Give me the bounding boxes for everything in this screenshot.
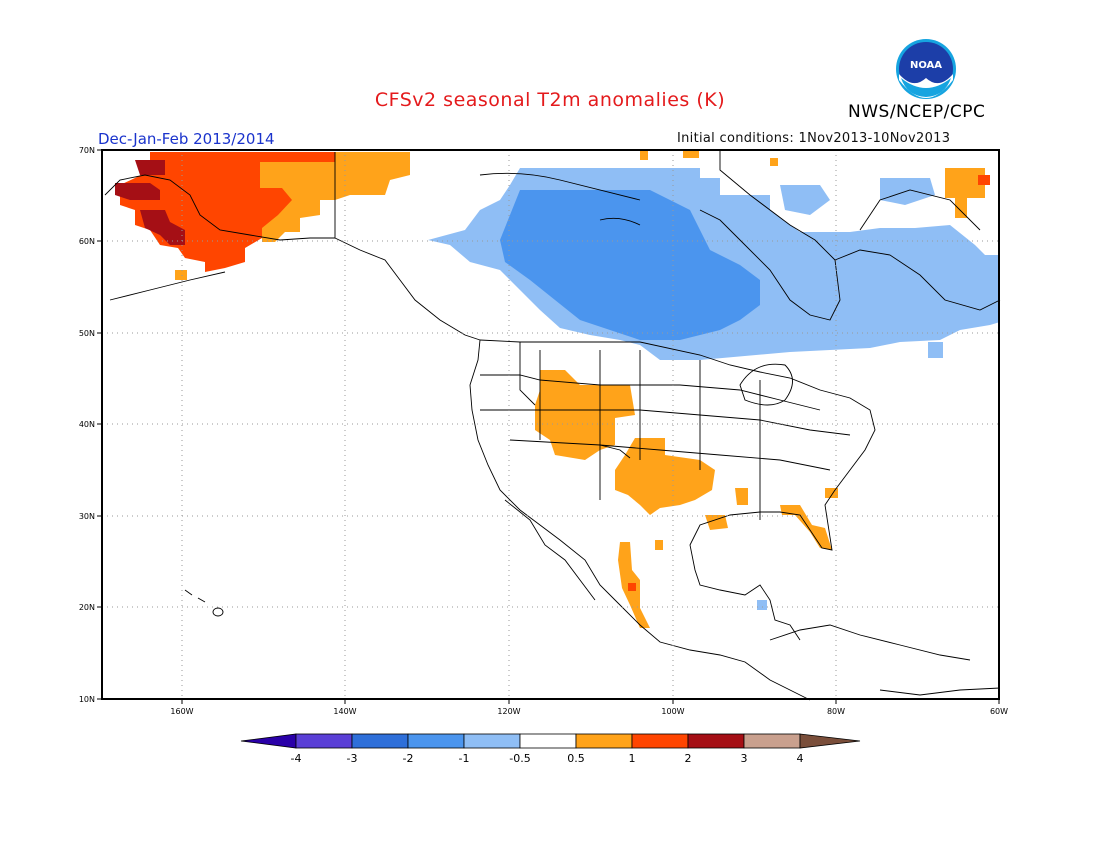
hudson-strait-cool [780, 185, 830, 215]
coastlines [104, 150, 1001, 701]
rockies-warm [535, 370, 635, 460]
yukon-mild-warm [260, 162, 335, 242]
lat-label-40n: 40N [79, 420, 95, 429]
carolina-warm [825, 488, 838, 498]
mexico-warm-patch [628, 583, 636, 591]
initial-conditions-label: Initial conditions: 1Nov2013-10Nov2013 [677, 131, 951, 146]
colorbar-label-1: 1 [629, 752, 636, 765]
central-america-cool-patch [757, 600, 767, 610]
organization-label: NWS/NCEP/CPC [848, 102, 986, 122]
colorbar-label-3: 3 [741, 752, 748, 765]
colorbar-label-minus3: -3 [347, 752, 358, 765]
colorbar-label-05: 0.5 [567, 752, 585, 765]
colorbar-cell-minus4-minus3 [295, 733, 353, 749]
season-label: Dec-Jan-Feb 2013/2014 [98, 130, 275, 148]
lon-label-100w: 100W [661, 707, 684, 716]
lon-label-120w: 120W [497, 707, 520, 716]
colorbar-cell-3-4 [743, 733, 801, 749]
colorbar-cell-1-2 [631, 733, 689, 749]
lat-label-50n: 50N [79, 329, 95, 338]
aleutian-mild-warm [175, 270, 187, 280]
lon-label-80w: 80W [827, 707, 845, 716]
alaska-strong-warm-3 [135, 160, 165, 175]
baffin-cool [880, 178, 935, 205]
east-mexico-warm-patch [655, 540, 663, 550]
canada-north-mild-warm [335, 152, 410, 200]
lat-label-10n: 10N [79, 695, 95, 704]
gulf-coast-warm [705, 515, 728, 530]
colorbar-cell-above-4 [799, 733, 861, 749]
greenland-warm-2 [955, 198, 967, 218]
colorbar [240, 733, 861, 749]
colorbar-cell-minus3-minus2 [351, 733, 409, 749]
lon-label-160w: 160W [170, 707, 193, 716]
colorbar-label-minus2: -2 [403, 752, 414, 765]
mississippi-warm [735, 488, 748, 505]
colorbar-label-minus05: -0.5 [509, 752, 530, 765]
noaa-logo: NOAA [896, 39, 956, 99]
lat-label-60n: 60N [79, 237, 95, 246]
lon-label-140w: 140W [333, 707, 356, 716]
chart-title: CFSv2 seasonal T2m anomalies (K) [374, 89, 726, 111]
greenland-warm-3 [978, 175, 990, 185]
logo-text: NOAA [910, 60, 942, 71]
florida-warm [780, 505, 832, 550]
arctic-warm-1 [683, 150, 699, 158]
colorbar-cell-minus1-minus05 [463, 733, 521, 749]
colorbar-cell-05-1 [575, 733, 633, 749]
anomaly-shading [115, 150, 1000, 628]
lat-label-20n: 20N [79, 603, 95, 612]
canada-cool-inner [500, 190, 760, 340]
colorbar-cell-below-4 [240, 733, 297, 749]
arctic-warm-2 [640, 150, 648, 160]
colorbar-label-2: 2 [685, 752, 692, 765]
colorbar-cell-2-3 [687, 733, 745, 749]
arctic-warm-3 [770, 158, 778, 166]
colorbar-label-minus4: -4 [291, 752, 302, 765]
alaska-strong-warm-1 [115, 183, 160, 200]
colorbar-label-4: 4 [797, 752, 804, 765]
lat-label-70n: 70N [79, 146, 95, 155]
colorbar-cell-minus2-minus1 [407, 733, 465, 749]
lon-label-60w: 60W [990, 707, 1008, 716]
quebec-cool-patch [928, 342, 943, 358]
lat-label-30n: 30N [79, 512, 95, 521]
tick-marks [97, 149, 1000, 704]
colorbar-label-minus1: -1 [459, 752, 470, 765]
alaska-strong-warm-2 [140, 210, 185, 245]
colorbar-cell-neutral [519, 733, 577, 749]
